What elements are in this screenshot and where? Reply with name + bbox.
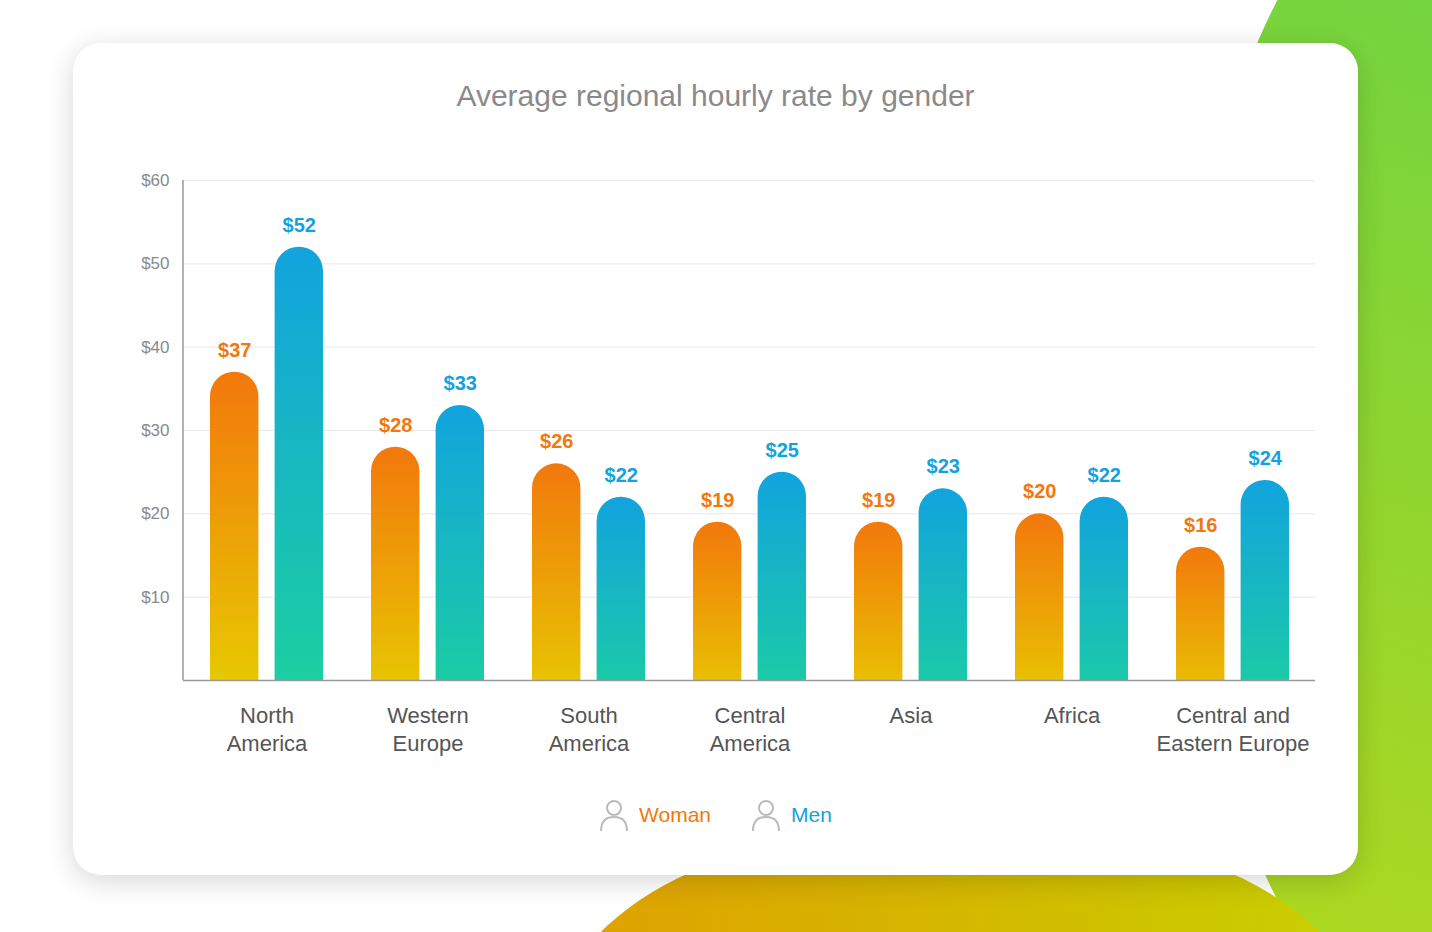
html-text:Men: Men <box>791 803 832 826</box>
svg-text:$19: $19 <box>862 489 895 511</box>
html-text:Average regional hourly rate b: Average regional hourly rate by gender <box>456 79 975 112</box>
svg-text:NorthAmerica: NorthAmerica <box>227 703 308 757</box>
svg-text:Africa: Africa <box>1044 703 1101 728</box>
svg-text:WesternEurope: WesternEurope <box>387 703 469 757</box>
svg-text:$30: $30 <box>141 421 169 440</box>
svg-text:$52: $52 <box>283 214 316 236</box>
svg-text:$37: $37 <box>218 339 251 361</box>
svg-text:$20: $20 <box>141 504 169 523</box>
svg-text:$24: $24 <box>1249 447 1283 469</box>
svg-text:$19: $19 <box>701 489 734 511</box>
svg-text:CentralAmerica: CentralAmerica <box>710 703 791 757</box>
svg-text:$26: $26 <box>540 430 573 452</box>
svg-text:Central andEastern Europe: Central andEastern Europe <box>1157 703 1310 757</box>
svg-text:$28: $28 <box>379 414 412 436</box>
svg-text:SouthAmerica: SouthAmerica <box>549 703 630 757</box>
svg-text:$60: $60 <box>141 171 169 190</box>
html-text:Woman: Woman <box>639 803 712 826</box>
svg-text:$40: $40 <box>141 338 169 357</box>
svg-text:$22: $22 <box>1088 464 1121 486</box>
svg-text:$20: $20 <box>1023 480 1056 502</box>
svg-text:$10: $10 <box>141 588 169 607</box>
svg-text:$23: $23 <box>927 455 960 477</box>
svg-text:$50: $50 <box>141 254 169 273</box>
svg-text:$25: $25 <box>766 439 799 461</box>
svg-text:$22: $22 <box>605 464 638 486</box>
svg-text:$33: $33 <box>444 372 477 394</box>
svg-text:Asia: Asia <box>890 703 934 728</box>
svg-text:$16: $16 <box>1184 514 1217 536</box>
